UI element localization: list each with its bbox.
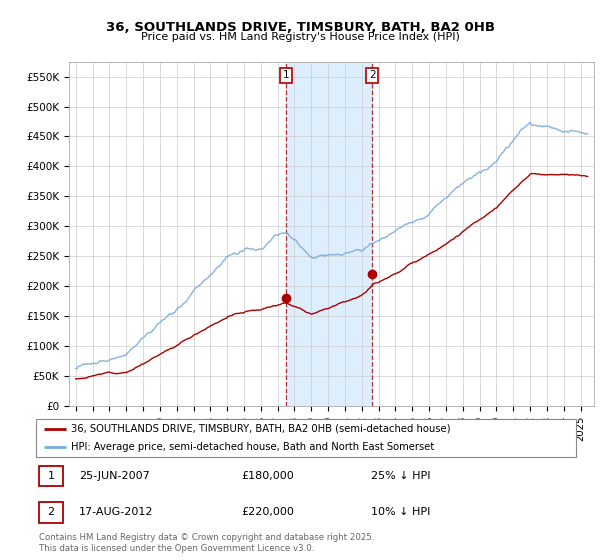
Text: 36, SOUTHLANDS DRIVE, TIMSBURY, BATH, BA2 0HB (semi-detached house): 36, SOUTHLANDS DRIVE, TIMSBURY, BATH, BA… [71, 424, 451, 433]
Bar [286, 62, 372, 406]
Text: 1: 1 [47, 471, 55, 481]
Text: 10% ↓ HPI: 10% ↓ HPI [371, 507, 430, 517]
FancyBboxPatch shape [39, 502, 63, 522]
FancyBboxPatch shape [36, 418, 576, 458]
FancyBboxPatch shape [39, 466, 63, 487]
Text: 36, SOUTHLANDS DRIVE, TIMSBURY, BATH, BA2 0HB: 36, SOUTHLANDS DRIVE, TIMSBURY, BATH, BA… [106, 21, 494, 34]
Text: 25% ↓ HPI: 25% ↓ HPI [371, 471, 430, 481]
Text: 2: 2 [47, 507, 55, 517]
Text: Price paid vs. HM Land Registry's House Price Index (HPI): Price paid vs. HM Land Registry's House … [140, 32, 460, 43]
Text: 25-JUN-2007: 25-JUN-2007 [79, 471, 150, 481]
Text: HPI: Average price, semi-detached house, Bath and North East Somerset: HPI: Average price, semi-detached house,… [71, 442, 434, 452]
Text: £220,000: £220,000 [241, 507, 294, 517]
Text: 1: 1 [283, 71, 289, 81]
Text: 17-AUG-2012: 17-AUG-2012 [79, 507, 154, 517]
Text: 2: 2 [369, 71, 376, 81]
Text: £180,000: £180,000 [241, 471, 294, 481]
Text: Contains HM Land Registry data © Crown copyright and database right 2025.
This d: Contains HM Land Registry data © Crown c… [39, 533, 374, 553]
